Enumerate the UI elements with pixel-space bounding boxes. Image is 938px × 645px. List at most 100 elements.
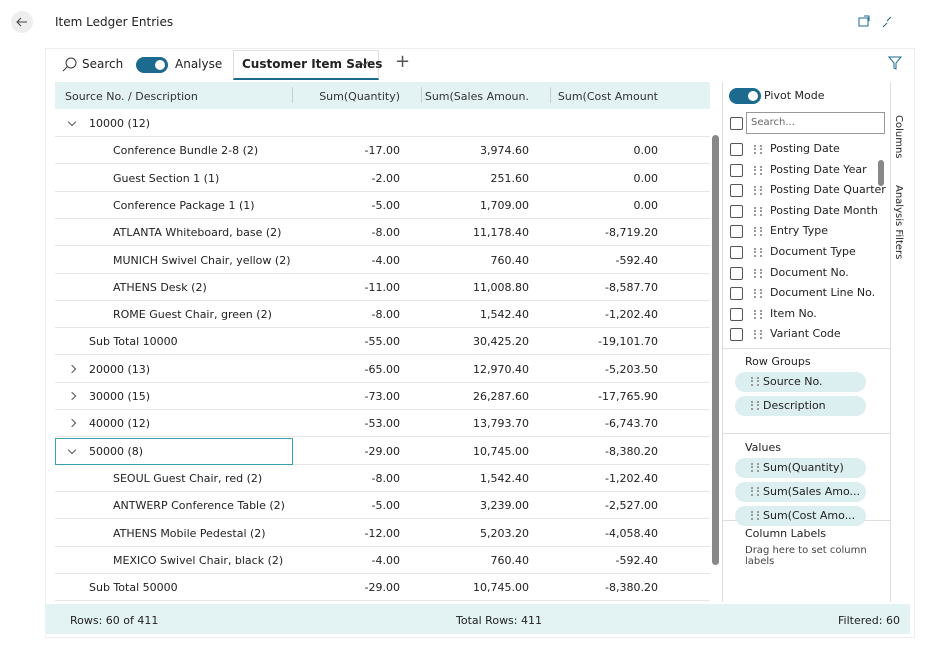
cell-value: -29.00: [364, 581, 400, 595]
grip: [754, 289, 762, 299]
grip: [754, 186, 762, 196]
item-label: Conference Package 1 (1): [113, 198, 255, 212]
group-row[interactable]: [55, 356, 710, 383]
field-pill[interactable]: Description: [735, 396, 866, 416]
cell-value: 0.00: [633, 198, 659, 212]
page-title: Item Ledger Entries: [55, 15, 174, 29]
grip: [751, 377, 759, 386]
column-checkbox[interactable]: [730, 246, 743, 259]
group-row[interactable]: [55, 438, 710, 465]
column-checkbox[interactable]: [730, 184, 743, 198]
cell-value: 1,542.40: [480, 471, 529, 485]
group-row[interactable]: [55, 383, 710, 410]
analysis-filters-tab[interactable]: Analysis Filters: [893, 185, 904, 260]
cell-value: -12.00: [364, 526, 400, 540]
tab[interactable]: [233, 50, 379, 80]
cell-value: -2.00: [371, 171, 400, 185]
cell-value: -11.00: [364, 280, 400, 294]
select-all-checkbox[interactable]: [730, 117, 743, 130]
cell-value: 11,178.40: [473, 226, 529, 240]
item-label: Guest Section 1 (1): [113, 171, 220, 185]
column-checkbox[interactable]: [730, 225, 743, 239]
item-row[interactable]: [55, 520, 710, 547]
field-pill[interactable]: Sum(Quantity): [735, 458, 866, 478]
cell-value: -17,765.90: [598, 390, 658, 403]
grip: [754, 330, 762, 340]
cell-value: 3,239.00: [480, 499, 529, 513]
cell-value: 13,793.70: [473, 417, 529, 431]
field-pill[interactable]: Sum(Cost Amo...: [735, 506, 866, 526]
group-label: 50000 (8): [89, 444, 144, 458]
cell-value: 0.00: [633, 171, 659, 185]
column-separator: [292, 87, 293, 103]
table-header: [55, 82, 710, 109]
item-row[interactable]: [55, 274, 710, 301]
column-search[interactable]: Search...: [746, 112, 885, 134]
item-row[interactable]: [55, 547, 710, 574]
columns-tab[interactable]: Columns: [893, 115, 904, 159]
item-label: MUNICH Swivel Chair, yellow (2): [113, 253, 291, 267]
search-icon[interactable]: [62, 56, 78, 72]
item-row[interactable]: [55, 219, 710, 247]
subtotal-label: Sub Total 50000: [89, 581, 178, 595]
column-checkbox[interactable]: [730, 287, 743, 301]
row-groups-title: Row Groups: [745, 355, 811, 368]
column-checkbox[interactable]: [730, 307, 743, 321]
columns-scrollbar[interactable]: [878, 160, 884, 186]
column-checkbox[interactable]: [730, 328, 743, 342]
cell-value: 5,203.20: [480, 526, 529, 540]
item-label: ATHENS Desk (2): [113, 280, 207, 294]
cell-value: 1,709.00: [480, 198, 529, 212]
grip: [754, 268, 762, 278]
scrollbar[interactable]: [712, 135, 719, 565]
pivot-mode-label: Pivot Mode: [764, 89, 825, 102]
item-row[interactable]: [55, 192, 710, 219]
subtotal-label: Sub Total 10000: [89, 335, 178, 349]
pivot-toggle[interactable]: [729, 88, 761, 104]
cell-value: 3,974.60: [480, 144, 529, 158]
item-label: ATLANTA Whiteboard, base (2): [113, 226, 282, 240]
column-header[interactable]: Source No. / Description: [65, 90, 198, 103]
grip: [751, 463, 759, 472]
group-row[interactable]: [55, 110, 710, 137]
group-row[interactable]: [55, 410, 710, 438]
add-tab[interactable]: +: [395, 51, 411, 72]
column-checkbox[interactable]: [730, 266, 743, 280]
item-row[interactable]: [55, 492, 710, 520]
cell-value: 760.40: [490, 253, 530, 267]
item-row[interactable]: [55, 137, 710, 165]
back-button[interactable]: [10, 10, 34, 34]
column-checkbox[interactable]: [730, 204, 743, 218]
grip: [754, 206, 762, 216]
column-checkbox[interactable]: [730, 163, 743, 177]
cell-value: -5.00: [371, 198, 400, 212]
column-name: Document Line No.: [770, 286, 876, 300]
column-labels-hint: Drag here to set column labels: [745, 545, 867, 567]
cell-value: 251.60: [490, 171, 530, 185]
item-label: ROME Guest Chair, green (2): [113, 308, 272, 322]
cell-value: 30,425.20: [473, 335, 529, 349]
column-header[interactable]: Sum(Cost Amount: [557, 90, 658, 103]
search-button[interactable]: Search: [82, 57, 124, 71]
cell-value: -8,380.20: [605, 444, 658, 458]
filter-icon[interactable]: [888, 56, 902, 70]
column-name: Posting Date: [770, 142, 840, 155]
column-header[interactable]: Sum(Quantity): [319, 90, 400, 103]
item-row[interactable]: [55, 465, 710, 492]
column-header[interactable]: Sum(Sales Amoun.: [424, 90, 529, 103]
item-row[interactable]: [55, 247, 710, 274]
item-row[interactable]: [55, 165, 710, 192]
cell-value: -2,527.00: [605, 499, 658, 513]
field-pill[interactable]: Sum(Sales Amo...: [735, 482, 866, 502]
analyse-toggle[interactable]: [136, 57, 168, 73]
cell-value: 11,008.80: [473, 280, 529, 294]
item-row[interactable]: [55, 301, 710, 329]
cell-value: -4,058.40: [605, 526, 658, 540]
window-icons[interactable]: [858, 15, 898, 29]
cell-value: 10,745.00: [473, 444, 529, 458]
cell-value: -4.00: [371, 553, 400, 567]
column-checkbox[interactable]: [730, 143, 743, 156]
field-pill[interactable]: Source No.: [735, 372, 866, 392]
tab-label: Customer Item Sales: [242, 57, 383, 71]
